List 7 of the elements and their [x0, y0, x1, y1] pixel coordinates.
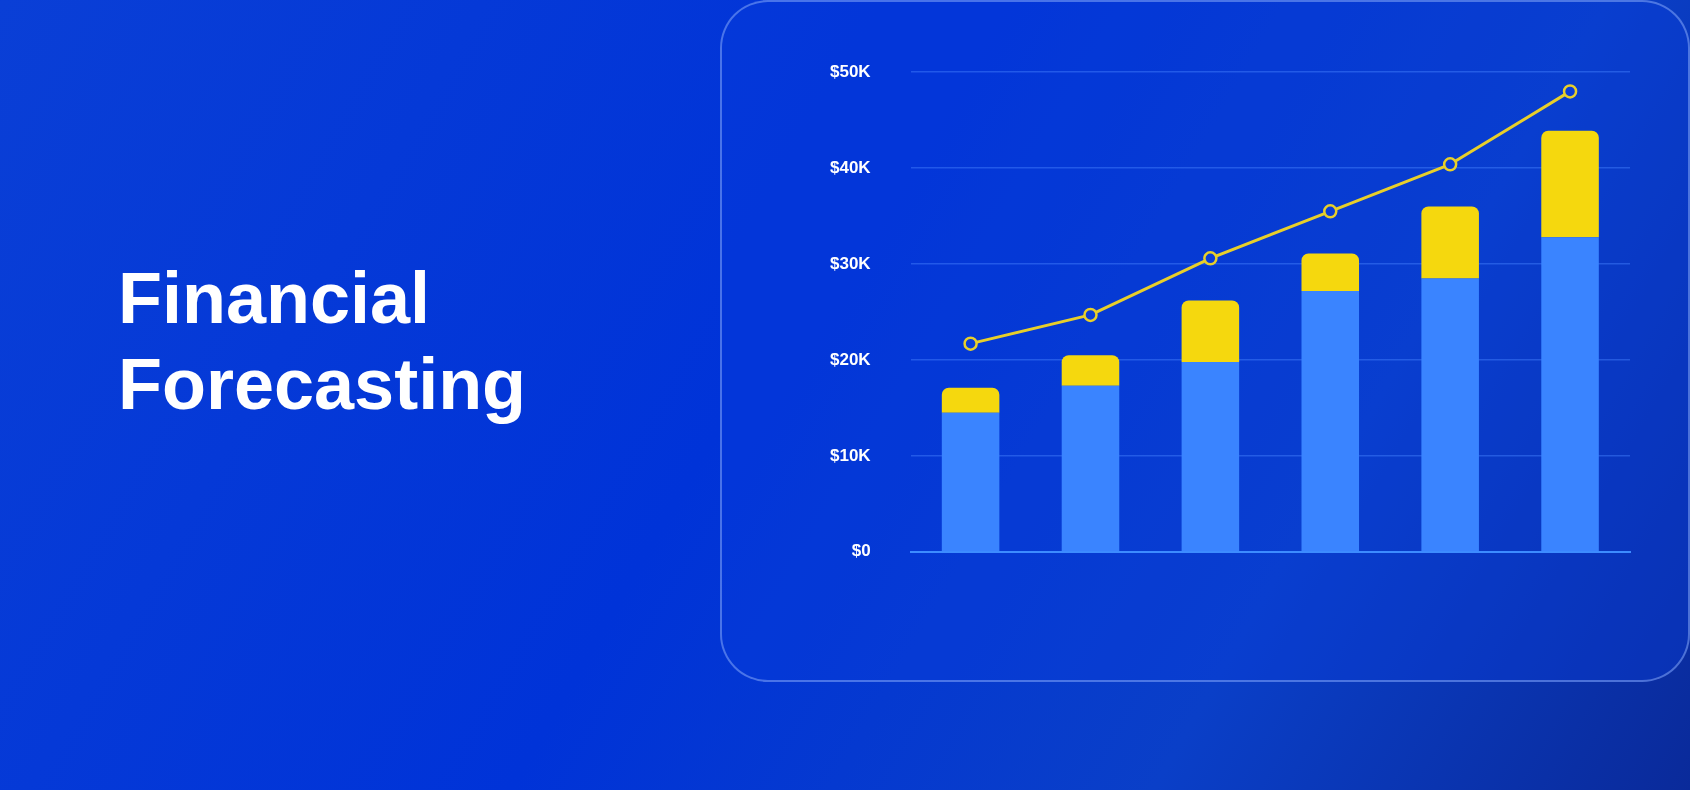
y-tick-label: $50K: [830, 61, 872, 81]
text: Financial Forecasting: [118, 257, 528, 426]
y-tick-label: $0: [851, 541, 871, 561]
y-tick-label: $20K: [830, 349, 872, 369]
y-tick-label: $10K: [830, 445, 872, 465]
y-tick-label: $30K: [830, 253, 872, 273]
y-tick-label: $40K: [830, 157, 872, 177]
